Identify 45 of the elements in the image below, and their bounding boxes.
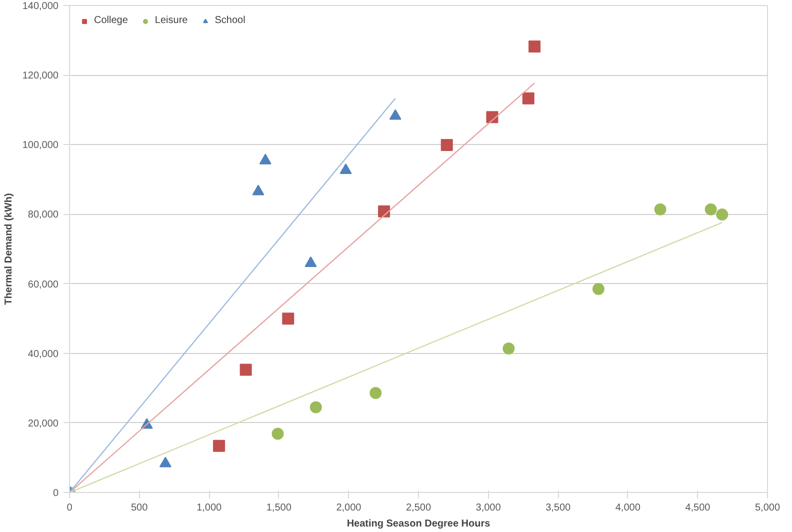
point: [528, 40, 541, 53]
x-tick-label: 2,500: [406, 502, 432, 514]
y-tick-label: 60,000: [28, 279, 59, 290]
x-tick-label: 3,000: [476, 502, 502, 514]
x-axis-title: Heating Season Degree Hours: [346, 518, 491, 530]
x-tick-label: 1,000: [196, 502, 222, 514]
y-tick-label: 20,000: [28, 418, 59, 430]
point: [378, 205, 390, 218]
y-axis-title: Thermal Demand (kWh): [3, 193, 14, 305]
y-tick-label: 100,000: [22, 140, 59, 152]
x-tick-label: 4,000: [615, 502, 641, 514]
x-tick-label: 3,500: [546, 502, 572, 514]
legend-label: Leisure: [154, 15, 188, 26]
y-tick-label: 140,000: [22, 1, 59, 12]
point: [522, 92, 534, 104]
point: [259, 154, 272, 164]
point: [704, 203, 717, 216]
point: [370, 387, 382, 399]
x-tick-label: 4,500: [685, 502, 711, 514]
point: [340, 164, 352, 174]
point: [654, 203, 666, 216]
legend-label: School: [214, 15, 246, 26]
y-tick-label: 40,000: [28, 348, 59, 360]
point: [502, 342, 515, 354]
point: [592, 283, 604, 295]
y-tick-label: 80,000: [28, 210, 59, 221]
point: [304, 256, 317, 267]
x-tick-label: 500: [130, 502, 148, 514]
point: [389, 109, 402, 120]
point: [213, 440, 226, 452]
point: [240, 364, 252, 376]
x-tick-label: 5,000: [754, 502, 780, 514]
legend-label: College: [94, 15, 128, 26]
y-tick-label: 120,000: [22, 70, 59, 82]
point: [272, 428, 284, 440]
x-tick-label: 2,000: [336, 502, 362, 514]
point: [440, 138, 453, 151]
point: [159, 456, 172, 468]
y-tick-label: 0: [52, 488, 59, 499]
x-tick-label: 0: [66, 502, 73, 514]
x-tick-label: 1,500: [266, 502, 292, 514]
point: [252, 184, 264, 196]
point: [716, 208, 728, 221]
point: [282, 312, 294, 325]
point: [310, 401, 322, 414]
